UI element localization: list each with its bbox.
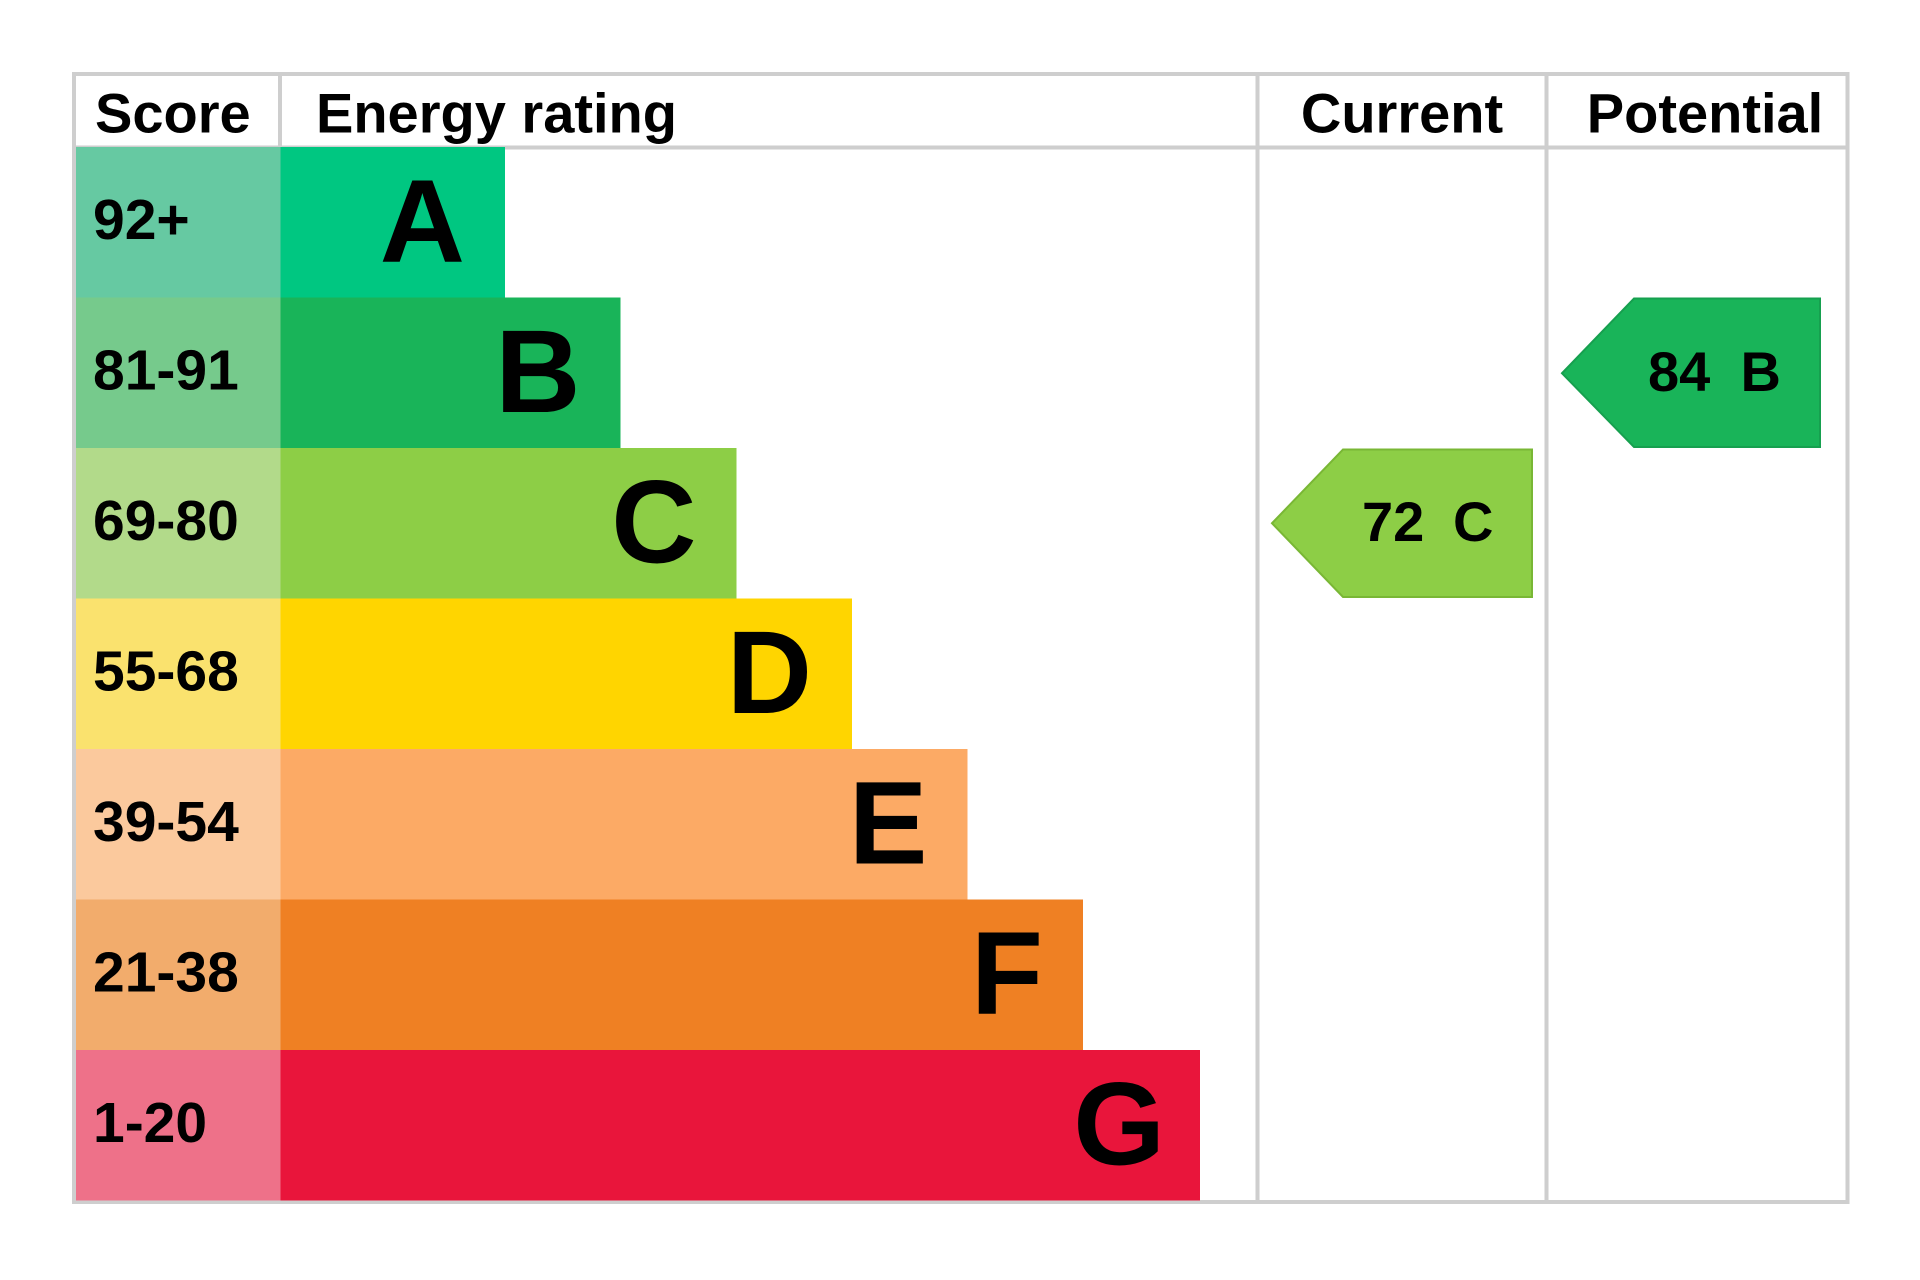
svg-text:69-80: 69-80 bbox=[93, 489, 239, 553]
svg-text:55-68: 55-68 bbox=[93, 639, 239, 703]
svg-text:D: D bbox=[727, 607, 812, 739]
svg-text:1-20: 1-20 bbox=[93, 1091, 207, 1155]
svg-text:39-54: 39-54 bbox=[93, 790, 239, 854]
svg-text:84: 84 bbox=[1648, 340, 1710, 403]
svg-text:92+: 92+ bbox=[93, 188, 190, 252]
svg-text:Potential: Potential bbox=[1587, 82, 1823, 145]
svg-text:B: B bbox=[495, 306, 580, 438]
svg-text:Energy rating: Energy rating bbox=[316, 82, 677, 145]
svg-text:C: C bbox=[1453, 490, 1493, 553]
svg-text:C: C bbox=[611, 456, 696, 588]
svg-text:21-38: 21-38 bbox=[93, 940, 239, 1004]
svg-text:Score: Score bbox=[95, 82, 251, 145]
svg-text:81-91: 81-91 bbox=[93, 338, 239, 402]
svg-text:A: A bbox=[380, 155, 465, 287]
svg-text:F: F bbox=[971, 908, 1043, 1040]
svg-text:Current: Current bbox=[1301, 82, 1503, 145]
svg-text:G: G bbox=[1073, 1058, 1165, 1190]
svg-text:E: E bbox=[849, 757, 928, 889]
svg-text:B: B bbox=[1741, 340, 1781, 403]
svg-text:72: 72 bbox=[1362, 490, 1424, 553]
